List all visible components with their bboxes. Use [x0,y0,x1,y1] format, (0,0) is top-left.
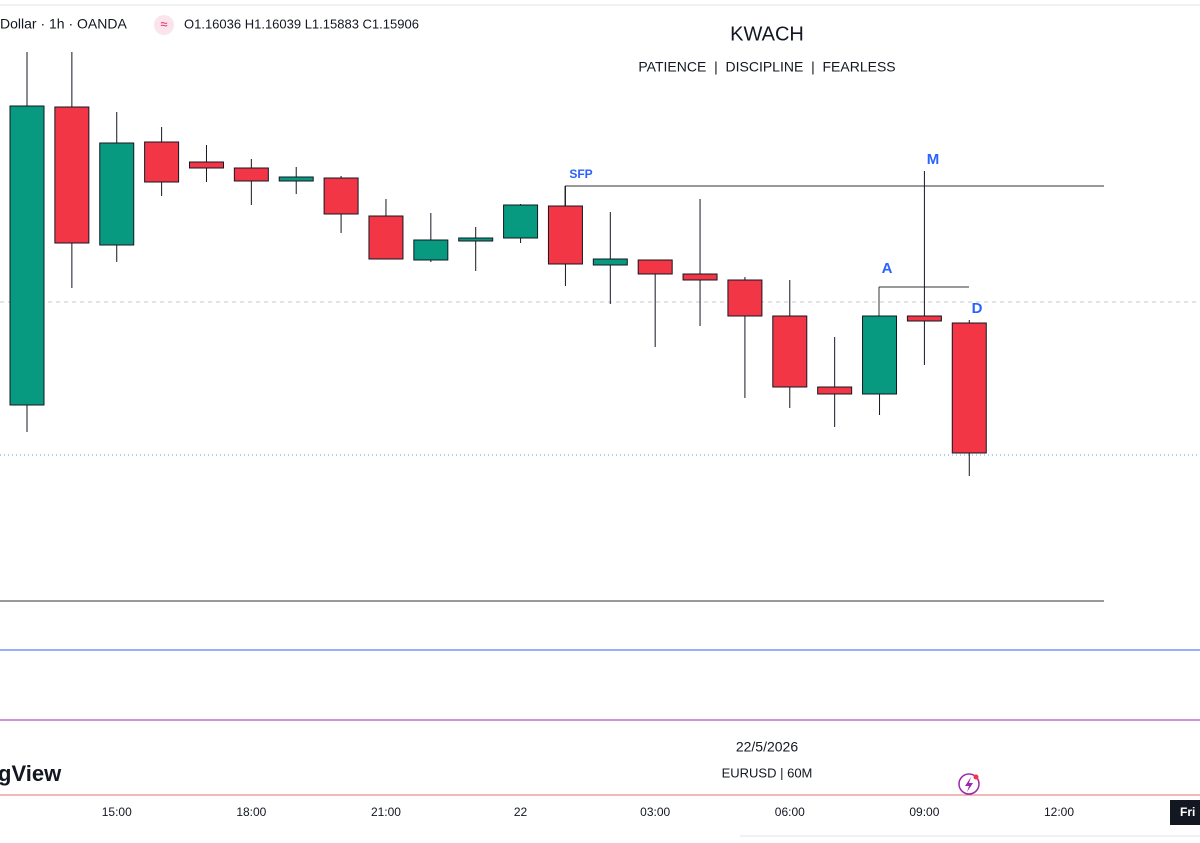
chart-title: KWACH [730,23,804,45]
alert-icon[interactable] [958,773,980,795]
candle-body [54,106,90,244]
candle-body [951,322,987,454]
candle-body [278,176,314,182]
annotation: D [972,300,983,317]
x-tick-label: 22 [514,805,528,819]
x-tick-label: 03:00 [640,805,670,819]
candle-body [682,273,718,281]
candle-body [144,141,180,183]
alert-dot [973,774,979,780]
candle-body [458,237,494,242]
x-tick-label: 21:00 [371,805,401,819]
candle-body [413,239,449,261]
brand-logo: gView [0,761,62,786]
crosshair-box [1170,800,1200,825]
candle-body [637,259,673,275]
candle-body [9,105,45,406]
alert-bolt [965,777,973,792]
x-tick-label: 06:00 [775,805,805,819]
annotation: A [882,260,893,277]
candle-body [862,315,898,395]
symbol-label: Dollar · 1h · OANDA [0,16,127,32]
crosshair-label: Fri [1180,805,1195,819]
indicator-glyph: ≈ [160,16,167,31]
indicator-icon[interactable] [154,15,174,35]
x-tick-label: 15:00 [102,805,132,819]
candle-body [99,142,135,246]
candle-body [368,215,404,260]
candle-body [817,386,853,395]
x-tick-label: 09:00 [909,805,939,819]
chart-subtitle: PATIENCE | DISCIPLINE | FEARLESS [638,59,895,75]
watermark-symbol: EURUSD | 60M [722,765,813,780]
x-tick-label: 12:00 [1044,805,1074,819]
x-tick-label: 18:00 [236,805,266,819]
candle-body [727,279,763,317]
annotation: M [927,151,940,168]
candle-body [188,161,224,169]
candle-body [547,205,583,265]
ohlc-label: O1.16036 H1.16039 L1.15883 C1.15906 [184,16,419,31]
candle-body [772,315,808,388]
watermark-date: 22/5/2026 [736,739,798,755]
candle-body [233,167,269,182]
candle-body [503,204,539,239]
candle-body [323,177,359,215]
candle-body [592,258,628,266]
annotation: SFP [569,167,592,181]
candle-body [906,315,942,322]
